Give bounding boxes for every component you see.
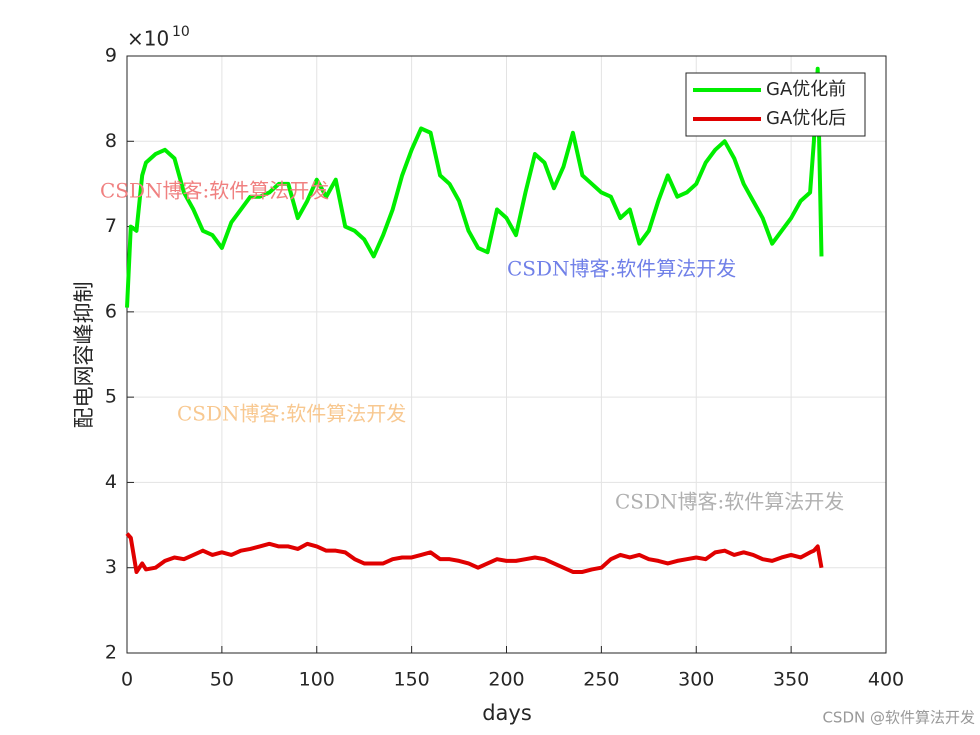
x-axis-label: days: [482, 701, 532, 725]
x-tick-label: 100: [299, 669, 335, 691]
y-axis-label: 配电网容峰抑制: [72, 282, 96, 429]
y-tick-label: 2: [105, 642, 117, 664]
x-tick-label: 50: [210, 669, 234, 691]
y-tick-label: 8: [105, 130, 117, 152]
y-tick-label: 4: [105, 471, 117, 493]
y-multiplier-exponent: 10: [172, 24, 190, 40]
y-tick-label: 9: [105, 45, 117, 67]
y-multiplier: ×10: [127, 27, 169, 51]
x-tick-label: 300: [678, 669, 714, 691]
x-tick-label: 150: [393, 669, 429, 691]
legend-label: GA优化后: [766, 108, 846, 129]
watermark: CSDN博客:软件算法开发: [615, 490, 844, 514]
legend-label: GA优化前: [766, 79, 846, 100]
y-tick-label: 3: [105, 556, 117, 578]
x-tick-label: 250: [583, 669, 619, 691]
watermark: CSDN博客:软件算法开发: [507, 257, 736, 281]
y-tick-label: 7: [105, 215, 117, 237]
y-tick-label: 6: [105, 300, 117, 322]
x-tick-label: 200: [488, 669, 524, 691]
axes-box: [126, 55, 887, 654]
legend-box: [685, 72, 866, 137]
x-tick-label: 350: [773, 669, 809, 691]
watermark: CSDN博客:软件算法开发: [177, 402, 406, 426]
series-line: [125, 532, 824, 574]
y-tick-label: 5: [105, 386, 117, 408]
watermark: CSDN博客:软件算法开发: [100, 179, 329, 203]
x-tick-label: 400: [868, 669, 904, 691]
series-line: [125, 66, 824, 308]
footer-watermark: CSDN @软件算法开发: [822, 709, 975, 727]
x-tick-label: 0: [121, 669, 133, 691]
